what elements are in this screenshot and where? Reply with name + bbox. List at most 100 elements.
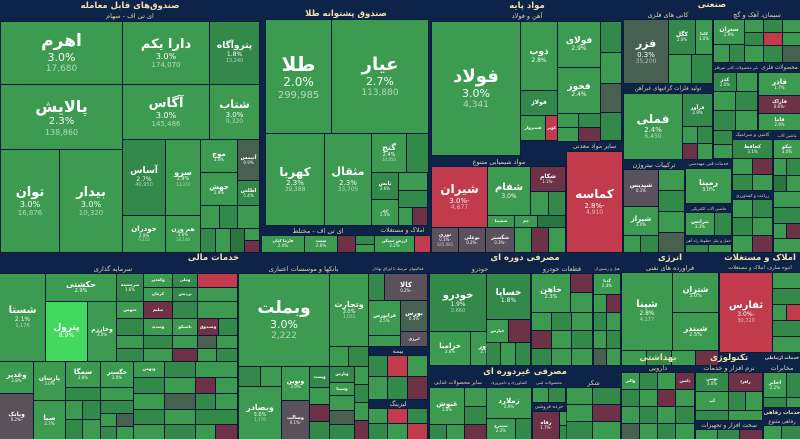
treemap-cell[interactable] (117, 336, 143, 348)
treemap-cell[interactable] (165, 394, 195, 409)
treemap-cell[interactable] (715, 213, 731, 235)
treemap-tile[interactable]: خودرو 1.9% 2,660 (430, 274, 486, 331)
treemap-cell[interactable] (549, 192, 565, 215)
treemap-tile[interactable]: فاما 2.9% (759, 114, 800, 130)
treemap-tile[interactable]: اخابر 2.2% (764, 373, 786, 397)
treemap-cell[interactable] (165, 425, 195, 439)
treemap-tile[interactable]: کالا -0.2% (385, 274, 427, 300)
treemap-cell[interactable] (640, 373, 657, 389)
treemap-cell[interactable] (217, 349, 237, 361)
treemap-cell[interactable] (173, 302, 197, 318)
treemap-cell[interactable] (501, 343, 515, 365)
treemap-tile[interactable]: ونوین 3.0% (282, 367, 309, 400)
treemap-cell[interactable] (216, 378, 237, 393)
treemap-cell[interactable] (782, 426, 800, 439)
treemap-tile[interactable]: موج 3.0% (201, 140, 237, 172)
treemap-cell[interactable] (745, 33, 763, 45)
treemap-cell[interactable] (83, 401, 100, 419)
treemap-cell[interactable] (737, 73, 757, 91)
treemap-cell[interactable] (733, 236, 752, 252)
treemap-tile[interactable]: خپارس (487, 320, 508, 342)
treemap-cell[interactable] (718, 430, 739, 439)
treemap-cell[interactable] (117, 349, 143, 361)
treemap-tile[interactable]: شسینا (488, 216, 514, 227)
treemap-tile[interactable]: زملارد 2.9% (487, 388, 531, 418)
treemap-cell[interactable] (676, 424, 694, 439)
treemap-cell[interactable] (465, 407, 486, 424)
treemap-cell[interactable] (774, 208, 800, 223)
treemap-cell[interactable] (773, 321, 800, 336)
treemap-cell[interactable] (764, 398, 786, 407)
treemap-cell[interactable] (201, 206, 219, 228)
treemap-cell[interactable] (356, 236, 374, 244)
treemap-cell[interactable] (399, 208, 412, 225)
treemap-cell[interactable] (144, 349, 172, 361)
treemap-tile[interactable]: توسن 3.0% (696, 373, 728, 391)
treemap-cell[interactable] (714, 111, 735, 130)
treemap-cell[interactable] (399, 173, 427, 190)
treemap-cell[interactable] (117, 414, 133, 426)
treemap-tile[interactable]: خگستر 3.0% (101, 362, 133, 387)
treemap-cell[interactable] (101, 427, 116, 439)
treemap-tile[interactable]: فرابورس 2.5% (369, 301, 400, 335)
treemap-cell[interactable] (356, 245, 374, 252)
treemap-cell[interactable] (774, 159, 786, 175)
treemap-tile[interactable]: وبصادر 3.0% 1,776 (239, 387, 281, 439)
treemap-tile[interactable]: کهربا 2.3% 39,388 (266, 134, 324, 225)
treemap-cell[interactable] (531, 192, 548, 215)
treemap-cell[interactable] (683, 144, 697, 159)
treemap-cell[interactable] (787, 159, 800, 175)
treemap-cell[interactable] (83, 420, 100, 439)
treemap-cell[interactable] (774, 176, 786, 191)
treemap-cell[interactable] (369, 274, 384, 300)
treemap-cell[interactable] (238, 206, 259, 228)
treemap-cell[interactable] (607, 349, 620, 365)
treemap-tile[interactable]: خساپا 1.8% (487, 274, 530, 319)
treemap-cell[interactable] (101, 388, 133, 400)
treemap-cell[interactable] (532, 331, 551, 348)
treemap-cell[interactable] (101, 401, 133, 413)
treemap-cell[interactable] (709, 245, 731, 252)
treemap-tile[interactable]: وسالت -0.1% (282, 401, 309, 439)
treemap-cell[interactable] (736, 111, 757, 130)
treemap-cell[interactable] (408, 377, 427, 399)
treemap-cell[interactable] (572, 313, 592, 330)
treemap-cell[interactable] (134, 410, 164, 424)
treemap-tile[interactable]: فولاژ (521, 91, 557, 115)
treemap-tile[interactable]: فاراک -0.6% (759, 96, 800, 113)
treemap-cell[interactable] (408, 356, 427, 376)
treemap-cell[interactable] (567, 405, 592, 421)
treemap-tile[interactable]: آتیمس 0.9% (238, 140, 259, 180)
treemap-tile[interactable]: سرو 2.9% 13,370 (166, 140, 200, 215)
treemap-tile[interactable]: فملی 2.4% 6,450 (624, 94, 682, 159)
treemap-tile[interactable]: آپ (696, 392, 728, 410)
treemap-cell[interactable] (388, 409, 407, 423)
treemap-tile[interactable]: زر 2.5% (372, 200, 398, 225)
treemap-tile[interactable]: تپکو 3.0% (774, 140, 800, 158)
treemap-cell[interactable] (729, 411, 762, 420)
treemap-tile[interactable]: دامین (676, 373, 694, 389)
treemap-cell[interactable] (516, 343, 530, 365)
treemap-tile[interactable]: وبانک -0.2% (0, 394, 33, 439)
treemap-tile[interactable]: فولاد 3.0% 4,341 (432, 22, 520, 155)
treemap-cell[interactable] (198, 302, 237, 318)
treemap-cell[interactable] (594, 331, 606, 348)
treemap-cell[interactable] (66, 420, 82, 439)
treemap-cell[interactable] (641, 236, 658, 252)
treemap-tile[interactable]: ارزش مسکن 2.2% (375, 236, 414, 252)
treemap-cell[interactable] (764, 20, 782, 32)
treemap-cell[interactable] (714, 45, 729, 62)
treemap-cell[interactable] (369, 409, 387, 423)
treemap-cell[interactable] (572, 349, 592, 365)
treemap-cell[interactable] (134, 378, 164, 393)
treemap-cell[interactable] (369, 377, 387, 399)
treemap-cell[interactable] (165, 410, 195, 424)
treemap-tile[interactable]: ثفارس -3.0% 30,720 (720, 273, 772, 352)
treemap-cell[interactable] (787, 176, 800, 191)
treemap-cell[interactable] (219, 319, 237, 335)
treemap-cell[interactable] (774, 192, 800, 207)
treemap-tile[interactable]: شپدیس 0.1% (624, 170, 658, 206)
treemap-tile[interactable]: فرآور 2.9% (683, 94, 712, 126)
treemap-cell[interactable] (216, 425, 237, 439)
treemap-cell[interactable] (753, 218, 772, 235)
